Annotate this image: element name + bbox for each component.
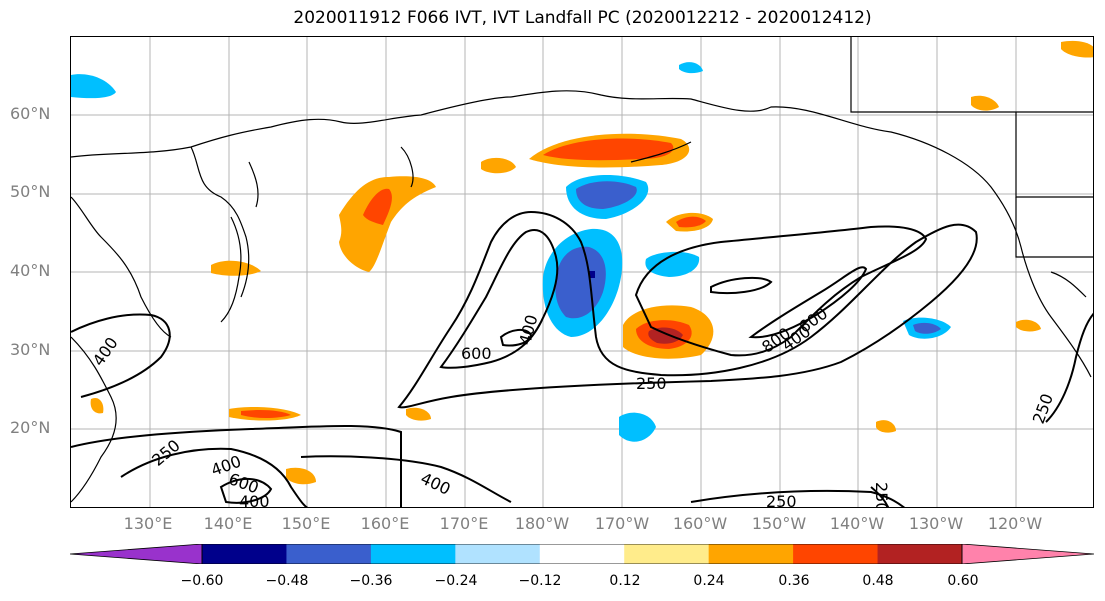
contour-label: 400 <box>239 492 270 508</box>
lon-label-170e: 170°E <box>439 514 489 533</box>
coastlines <box>71 37 1093 503</box>
colorbar-tick: 0.36 <box>778 573 810 589</box>
lon-label-170w: 170°W <box>594 514 650 533</box>
lat-label-50n: 50°N <box>10 182 51 201</box>
colorbar-segment <box>624 544 710 564</box>
colorbar-tick: −0.60 <box>180 573 224 589</box>
lon-label-150w: 150°W <box>751 514 807 533</box>
colorbar-tick: 0.48 <box>862 573 894 589</box>
colorbar-segment <box>877 544 963 564</box>
contour-label: 400 <box>418 469 454 499</box>
colorbar-segment <box>370 544 456 564</box>
colorbar-tick: 0.24 <box>693 573 725 589</box>
colorbar-tick: −0.48 <box>265 573 309 589</box>
lat-label-40n: 40°N <box>10 261 51 280</box>
lon-label-130e: 130°E <box>123 514 173 533</box>
lon-label-180w: 180°W <box>514 514 570 533</box>
colorbar-tick: −0.36 <box>349 573 393 589</box>
colorbar-segment <box>708 544 794 564</box>
lon-label-160w: 160°W <box>672 514 728 533</box>
lon-label-140e: 140°E <box>203 514 253 533</box>
colorbar-segment <box>286 544 372 564</box>
lon-label-150e: 150°E <box>281 514 331 533</box>
colorbar-segment <box>793 544 879 564</box>
contour-label: 250 <box>148 436 184 470</box>
colorbar-segment <box>455 544 541 564</box>
colorbar-segment <box>539 544 625 564</box>
lon-label-130w: 130°W <box>908 514 964 533</box>
colorbar <box>70 544 1094 564</box>
map-panel: 600 400 250 800 600 400 400 250 400 600 … <box>70 36 1094 508</box>
contour-label: 250 <box>636 374 667 393</box>
lat-label-60n: 60°N <box>10 104 51 123</box>
ivt-filled-contours <box>71 40 1093 485</box>
contour-label: 400 <box>89 334 122 370</box>
map-title: 2020011912 F066 IVT, IVT Landfall PC (20… <box>293 8 872 28</box>
colorbar-segment <box>202 544 287 564</box>
contour-label: 250 <box>1029 391 1057 426</box>
contour-label: 250 <box>872 482 891 508</box>
contour-label: 600 <box>461 344 492 363</box>
lat-label-20n: 20°N <box>10 418 51 437</box>
contour-label: 250 <box>766 492 797 508</box>
colorbar-tick: 0.60 <box>947 573 979 589</box>
ivt-line-contours <box>71 210 1093 507</box>
lon-label-140w: 140°W <box>829 514 885 533</box>
colorbar-tick: −0.24 <box>434 573 478 589</box>
contour-label: 400 <box>515 313 541 347</box>
colorbar-tick: 0.12 <box>609 573 641 589</box>
colorbar-tick: −0.12 <box>518 573 562 589</box>
lon-label-160e: 160°E <box>360 514 410 533</box>
lat-label-30n: 30°N <box>10 340 51 359</box>
lon-label-120w: 120°W <box>987 514 1043 533</box>
